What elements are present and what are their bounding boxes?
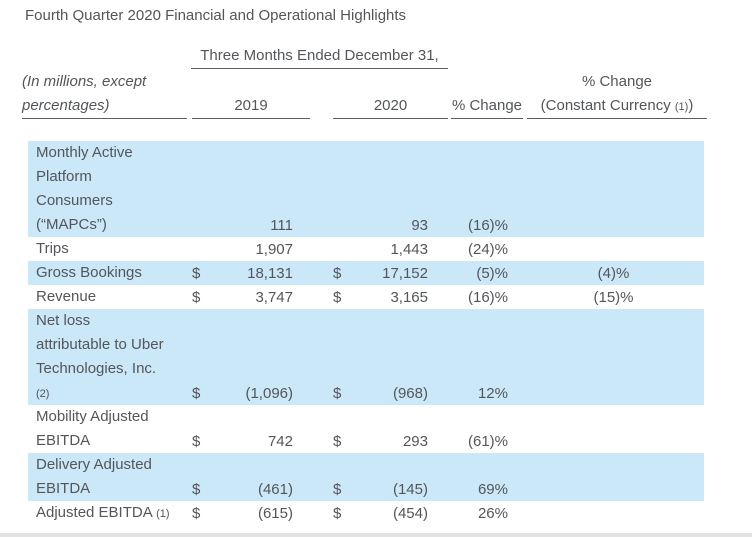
- row-label: Trips: [36, 240, 69, 257]
- dollar-sign: $: [333, 505, 342, 522]
- pct-change-cc: (4)%: [597, 265, 630, 282]
- dollar-sign: $: [192, 289, 201, 306]
- pct-change-cc: (15)%: [593, 289, 634, 306]
- value-2019: $3,747: [187, 286, 310, 310]
- dollar-sign: $: [192, 385, 201, 402]
- value-2020: $ (454): [310, 502, 448, 526]
- dollar-sign: $: [333, 289, 342, 306]
- col-header-pct-change: % Change: [451, 94, 523, 119]
- dollar-sign: $: [333, 433, 342, 450]
- value-2020: $3,165: [310, 286, 448, 310]
- col-header-2020: 2020: [333, 94, 448, 119]
- table-row-adjusted-ebitda: Adjusted EBITDA (1) $ (615) $ (454) 26%: [28, 501, 704, 525]
- value-2019: $742: [187, 430, 310, 454]
- col-header-2019: 2019: [192, 94, 310, 119]
- highlights-table: Monthly Active Platform Consumers (“MAPC…: [28, 141, 704, 525]
- pct-change: (61)%: [467, 433, 508, 450]
- value-2020: $ (145): [310, 478, 448, 502]
- table-row-mobility-ebitda: Mobility Adjusted EBITDA $742 $293 (61)%: [28, 405, 704, 453]
- row-label: Gross Bookings: [36, 264, 142, 281]
- value-2020: $17,152: [310, 262, 448, 286]
- row-label: Net loss attributable to Uber Technologi…: [36, 312, 164, 400]
- row-label: Revenue: [36, 288, 97, 305]
- table-row-gross-bookings: Gross Bookings $18,131 $17,152 (5)% (4)%: [28, 261, 704, 285]
- cc-header-line1: % Change: [581, 73, 653, 90]
- value-2020: $ (968): [310, 382, 448, 406]
- pct-change: (24)%: [467, 241, 508, 258]
- row-label: Delivery Adjusted EBITDA: [36, 456, 152, 497]
- table-row-delivery-ebitda: Delivery Adjusted EBITDA $ (461) $ (145) 6…: [28, 453, 704, 501]
- value-2020: $293: [310, 430, 448, 454]
- dollar-sign: $: [333, 265, 342, 282]
- cc-header-line2-close: ): [688, 97, 694, 114]
- dollar-sign: $: [333, 481, 342, 498]
- pct-change: 69%: [477, 481, 508, 498]
- unit-note: (In millions, except percentages): [22, 70, 187, 119]
- table-row-mapcs: Monthly Active Platform Consumers (“MAPC…: [28, 141, 704, 237]
- page-title: Fourth Quarter 2020 Financial and Operat…: [25, 7, 407, 24]
- value-2020: 93: [411, 217, 428, 234]
- table-row-net-loss: Net loss attributable to Uber Technologi…: [28, 309, 704, 405]
- pct-change: (5)%: [476, 265, 508, 282]
- dollar-sign: $: [192, 481, 201, 498]
- dollar-sign: $: [192, 265, 201, 282]
- value-2019: $ (615): [187, 502, 310, 526]
- pct-change: 26%: [477, 505, 508, 522]
- table-row-trips: Trips 1,907 1,443 (24)%: [28, 237, 704, 261]
- value-2019: $18,131: [187, 262, 310, 286]
- period-header: Three Months Ended December 31,: [191, 44, 448, 69]
- dollar-sign: $: [192, 505, 201, 522]
- row-label: Mobility Adjusted EBITDA: [36, 408, 149, 449]
- dollar-sign: $: [192, 433, 201, 450]
- row-label: Monthly Active Platform Consumers (“MAPC…: [36, 144, 133, 233]
- pct-change: 12%: [477, 385, 508, 402]
- value-2019: 111: [270, 217, 293, 234]
- value-2019: $ (461): [187, 478, 310, 502]
- table-row-revenue: Revenue $3,747 $3,165 (16)% (15)%: [28, 285, 704, 309]
- window-bottom-edge: [0, 533, 752, 537]
- cc-header-footnote: (1): [674, 101, 689, 113]
- pct-change: (16)%: [467, 289, 508, 306]
- value-2019: 1,907: [255, 241, 293, 258]
- row-label: Adjusted EBITDA (1): [36, 504, 170, 521]
- value-2020: 1,443: [390, 241, 428, 258]
- col-header-pct-change-constant-currency: % Change (Constant Currency (1)): [527, 70, 707, 119]
- pct-change: (16)%: [467, 217, 508, 234]
- cc-header-line2: (Constant Currency: [540, 97, 675, 114]
- value-2019: $ (1,096): [187, 382, 310, 406]
- dollar-sign: $: [333, 385, 342, 402]
